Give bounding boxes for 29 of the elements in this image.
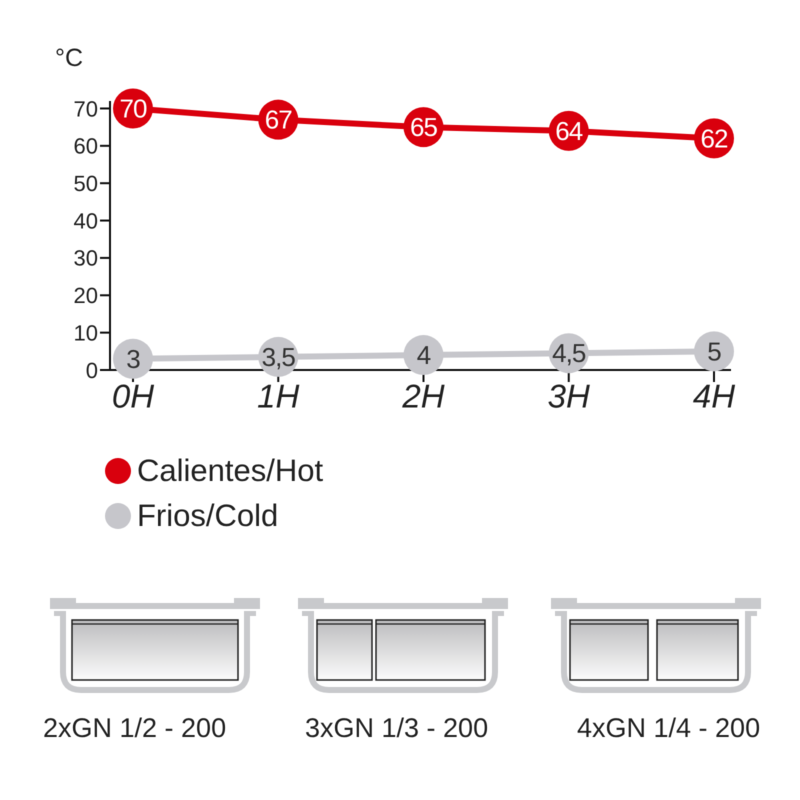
y-tick-label: 20 (74, 283, 98, 308)
x-tick-label: 4H (692, 377, 736, 414)
data-label: 3 (126, 344, 140, 374)
y-tick-label: 50 (74, 171, 98, 196)
y-tick-label: 10 (74, 320, 98, 346)
y-tick-label: 70 (74, 96, 98, 122)
text: 3xGN 1/3 - 200 (305, 713, 488, 744)
y-tick-label: 40 (74, 208, 98, 234)
data-label: 3,5 (262, 342, 296, 372)
data-label: 62 (700, 123, 728, 154)
data-label: 4 (416, 340, 431, 370)
y-tick-label: 0 (86, 358, 98, 383)
text: 2xGN 1/2 - 200 (43, 713, 226, 744)
data-label: 5 (707, 336, 722, 366)
legend-label: Calientes/Hot (137, 452, 324, 488)
x-tick-label: 3H (548, 377, 590, 414)
x-tick-label: 1H (257, 377, 300, 414)
data-label: 70 (120, 93, 147, 124)
y-axis-title: °C (55, 44, 84, 73)
text: 4xGN 1/4 - 200 (577, 713, 760, 744)
y-tick-label: 60 (74, 134, 98, 159)
x-tick-label: 0H (112, 377, 154, 414)
data-label: 4,5 (552, 338, 586, 368)
x-tick-label: 2H (401, 377, 445, 414)
data-label: 65 (410, 112, 438, 142)
legend-label: Frios/Cold (137, 498, 278, 532)
data-label: 67 (264, 104, 292, 135)
data-label: 64 (555, 116, 583, 146)
y-tick-label: 30 (74, 246, 98, 271)
